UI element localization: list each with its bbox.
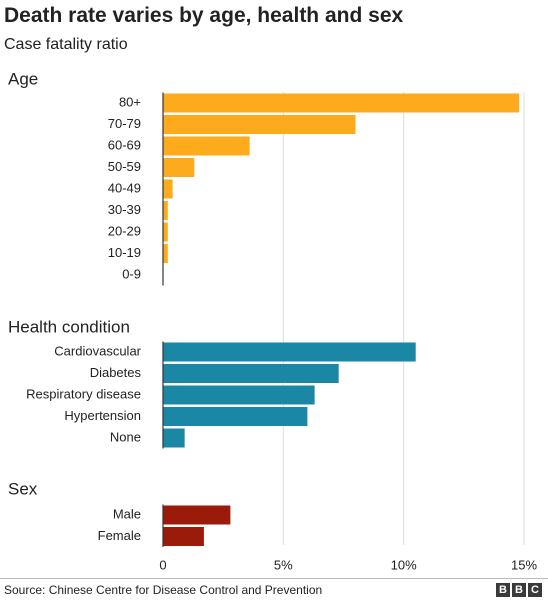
bar — [163, 385, 315, 405]
bar — [163, 179, 173, 199]
category-label: 60-69 — [108, 137, 141, 152]
category-label: Diabetes — [90, 365, 142, 380]
bar-chart: Age 80+ 70-79 60-69 50-59 40-49 30-39 20-29 10-1… — [8, 69, 537, 572]
category-label: 40-49 — [108, 180, 141, 195]
chart-title: Death rate varies by age, health and sex — [4, 4, 404, 27]
x-tick-label: 15% — [511, 557, 537, 572]
category-label: 20-29 — [108, 223, 141, 238]
category-label: 70-79 — [108, 116, 141, 131]
logo-letter: B — [512, 583, 526, 597]
bar — [163, 342, 416, 362]
category-label: 10-19 — [108, 245, 141, 260]
logo-letter: C — [528, 583, 542, 597]
x-tick-label: 5% — [274, 557, 293, 572]
group-heading: Sex — [8, 479, 38, 498]
category-label: Hypertension — [64, 408, 141, 423]
bar — [163, 407, 308, 426]
category-label: None — [110, 429, 141, 444]
chart-subtitle: Case fatality ratio — [4, 36, 128, 53]
bar — [163, 428, 185, 448]
logo-letter: B — [496, 583, 510, 597]
category-label: 30-39 — [108, 202, 141, 217]
x-tick-label: 0 — [159, 557, 166, 572]
category-label: 50-59 — [108, 159, 141, 174]
category-label: Respiratory disease — [26, 386, 141, 401]
x-tick-label: 10% — [391, 557, 417, 572]
bar — [163, 527, 204, 546]
bar — [163, 158, 195, 177]
bbc-logo: B B C — [496, 583, 542, 597]
bar — [163, 93, 520, 113]
bar — [163, 244, 168, 263]
group-heading: Health condition — [8, 317, 130, 336]
group-heading: Age — [8, 69, 38, 88]
footer-divider — [0, 578, 548, 579]
category-label: Male — [113, 506, 141, 521]
bar — [163, 136, 250, 156]
bar — [163, 222, 168, 242]
category-label: Female — [98, 528, 141, 543]
category-label: 0-9 — [122, 266, 141, 281]
bar — [163, 505, 231, 525]
category-label: 80+ — [119, 94, 141, 109]
bar — [163, 364, 339, 383]
category-label: Cardiovascular — [54, 343, 141, 358]
bar — [163, 115, 356, 134]
source-note: Source: Chinese Centre for Disease Contr… — [4, 583, 323, 597]
bar — [163, 201, 168, 220]
